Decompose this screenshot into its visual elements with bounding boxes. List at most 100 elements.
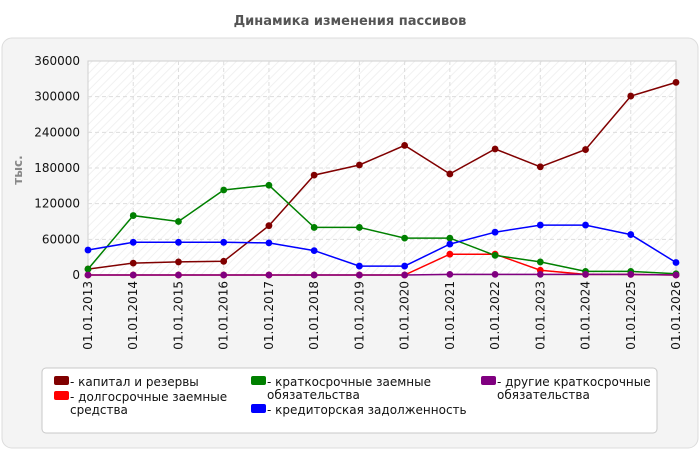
data-point [582, 146, 589, 153]
data-point [310, 224, 318, 231]
data-point [401, 271, 409, 279]
legend-label: - долгосрочные заемные [70, 390, 227, 404]
data-point [175, 271, 182, 279]
data-point [84, 271, 92, 279]
data-point [672, 79, 680, 86]
y-tick-label: 120000 [34, 197, 80, 211]
data-point [536, 271, 544, 278]
legend-label: - краткосрочные заемные [267, 375, 431, 389]
y-tick-label: 60000 [42, 232, 80, 246]
data-point [401, 234, 409, 242]
data-point [265, 181, 273, 189]
data-point [627, 271, 635, 278]
data-point [355, 271, 363, 279]
data-point [491, 228, 499, 236]
series-line-2 [87, 184, 677, 275]
x-tick-label: 01.01.2023 [533, 281, 547, 350]
series-line-4 [88, 273, 677, 276]
data-point [627, 92, 635, 100]
data-point [491, 271, 499, 278]
data-point [310, 271, 318, 279]
data-point [672, 271, 680, 279]
data-point [310, 171, 318, 179]
legend-label: - другие краткосрочные [497, 375, 651, 389]
data-point [265, 271, 273, 279]
x-tick-label: 01.01.2016 [217, 281, 231, 350]
data-point [220, 257, 228, 265]
y-tick-label: 0 [72, 268, 80, 282]
data-point [129, 259, 137, 267]
data-point [672, 259, 680, 266]
y-tick-label: 180000 [34, 161, 80, 175]
legend-swatch [251, 376, 266, 385]
x-axis: 01.01.2013 01.01.2014 01.01.2015 01.01.2016… [81, 281, 683, 350]
legend-swatch [481, 376, 496, 385]
data-point [265, 222, 273, 230]
data-point [536, 163, 544, 171]
data-point [401, 262, 409, 270]
data-point [536, 221, 544, 229]
x-tick-label: 01.01.2018 [307, 281, 321, 350]
legend-swatch [54, 376, 69, 385]
legend [41, 367, 658, 434]
data-point [446, 234, 454, 242]
data-point [129, 271, 137, 279]
x-tick-label: 01.01.2021 [443, 281, 457, 350]
y-tick-label: 300000 [34, 90, 80, 104]
legend-swatch [251, 404, 266, 413]
x-tick-label: 01.01.2026 [669, 281, 683, 350]
data-point [536, 258, 544, 266]
data-point [265, 239, 273, 247]
x-tick-label: 01.01.2013 [81, 281, 95, 350]
data-point [446, 271, 454, 278]
x-tick-label: 01.01.2019 [352, 281, 366, 350]
legend-label: - капитал и резервы [70, 375, 199, 389]
chart-title: Динамика изменения пассивов [234, 14, 467, 29]
data-point [175, 258, 182, 266]
data-point [582, 271, 589, 278]
data-point [446, 170, 454, 178]
data-point [175, 218, 182, 225]
x-tick-label: 01.01.2020 [398, 281, 412, 350]
data-point [491, 251, 499, 259]
series-lines [84, 79, 680, 279]
y-tick-label: 360000 [34, 54, 80, 68]
x-tick-label: 01.01.2017 [262, 281, 276, 350]
data-point [401, 142, 409, 149]
x-tick-label: 01.01.2014 [126, 281, 140, 350]
x-tick-label: 01.01.2022 [488, 281, 502, 350]
data-point [220, 238, 228, 246]
y-tick-label: 240000 [34, 125, 80, 139]
data-point [446, 240, 454, 248]
y-axis-label: тыс. [11, 155, 25, 184]
data-point [129, 238, 137, 246]
legend-items: - капитал и резервы- долгосрочные заемны… [54, 375, 651, 417]
legend-label: обязательства [267, 388, 360, 402]
data-point [175, 238, 182, 246]
x-tick-label: 01.01.2015 [171, 281, 185, 350]
data-point [446, 250, 454, 258]
data-point [129, 212, 137, 219]
data-point [355, 224, 363, 231]
data-point [355, 262, 363, 270]
data-point [627, 231, 635, 238]
data-point [84, 265, 92, 273]
legend-label: обязательства [497, 388, 590, 402]
series-line-0 [87, 81, 677, 270]
legend-swatch [54, 391, 69, 400]
legend-label: - кредиторская задолженность [267, 403, 467, 417]
data-point [582, 221, 589, 229]
data-point [220, 186, 228, 194]
x-tick-label: 01.01.2025 [624, 281, 638, 350]
series-line-3 [87, 224, 677, 267]
data-point [220, 271, 228, 279]
y-axis: 0 60000 120000 180000 240000 300000 360000 [34, 54, 80, 282]
data-point [491, 145, 499, 153]
data-point [355, 161, 363, 169]
data-point [310, 247, 318, 255]
data-point [84, 246, 92, 254]
legend-label: средства [70, 403, 128, 417]
x-tick-label: 01.01.2024 [579, 281, 593, 350]
